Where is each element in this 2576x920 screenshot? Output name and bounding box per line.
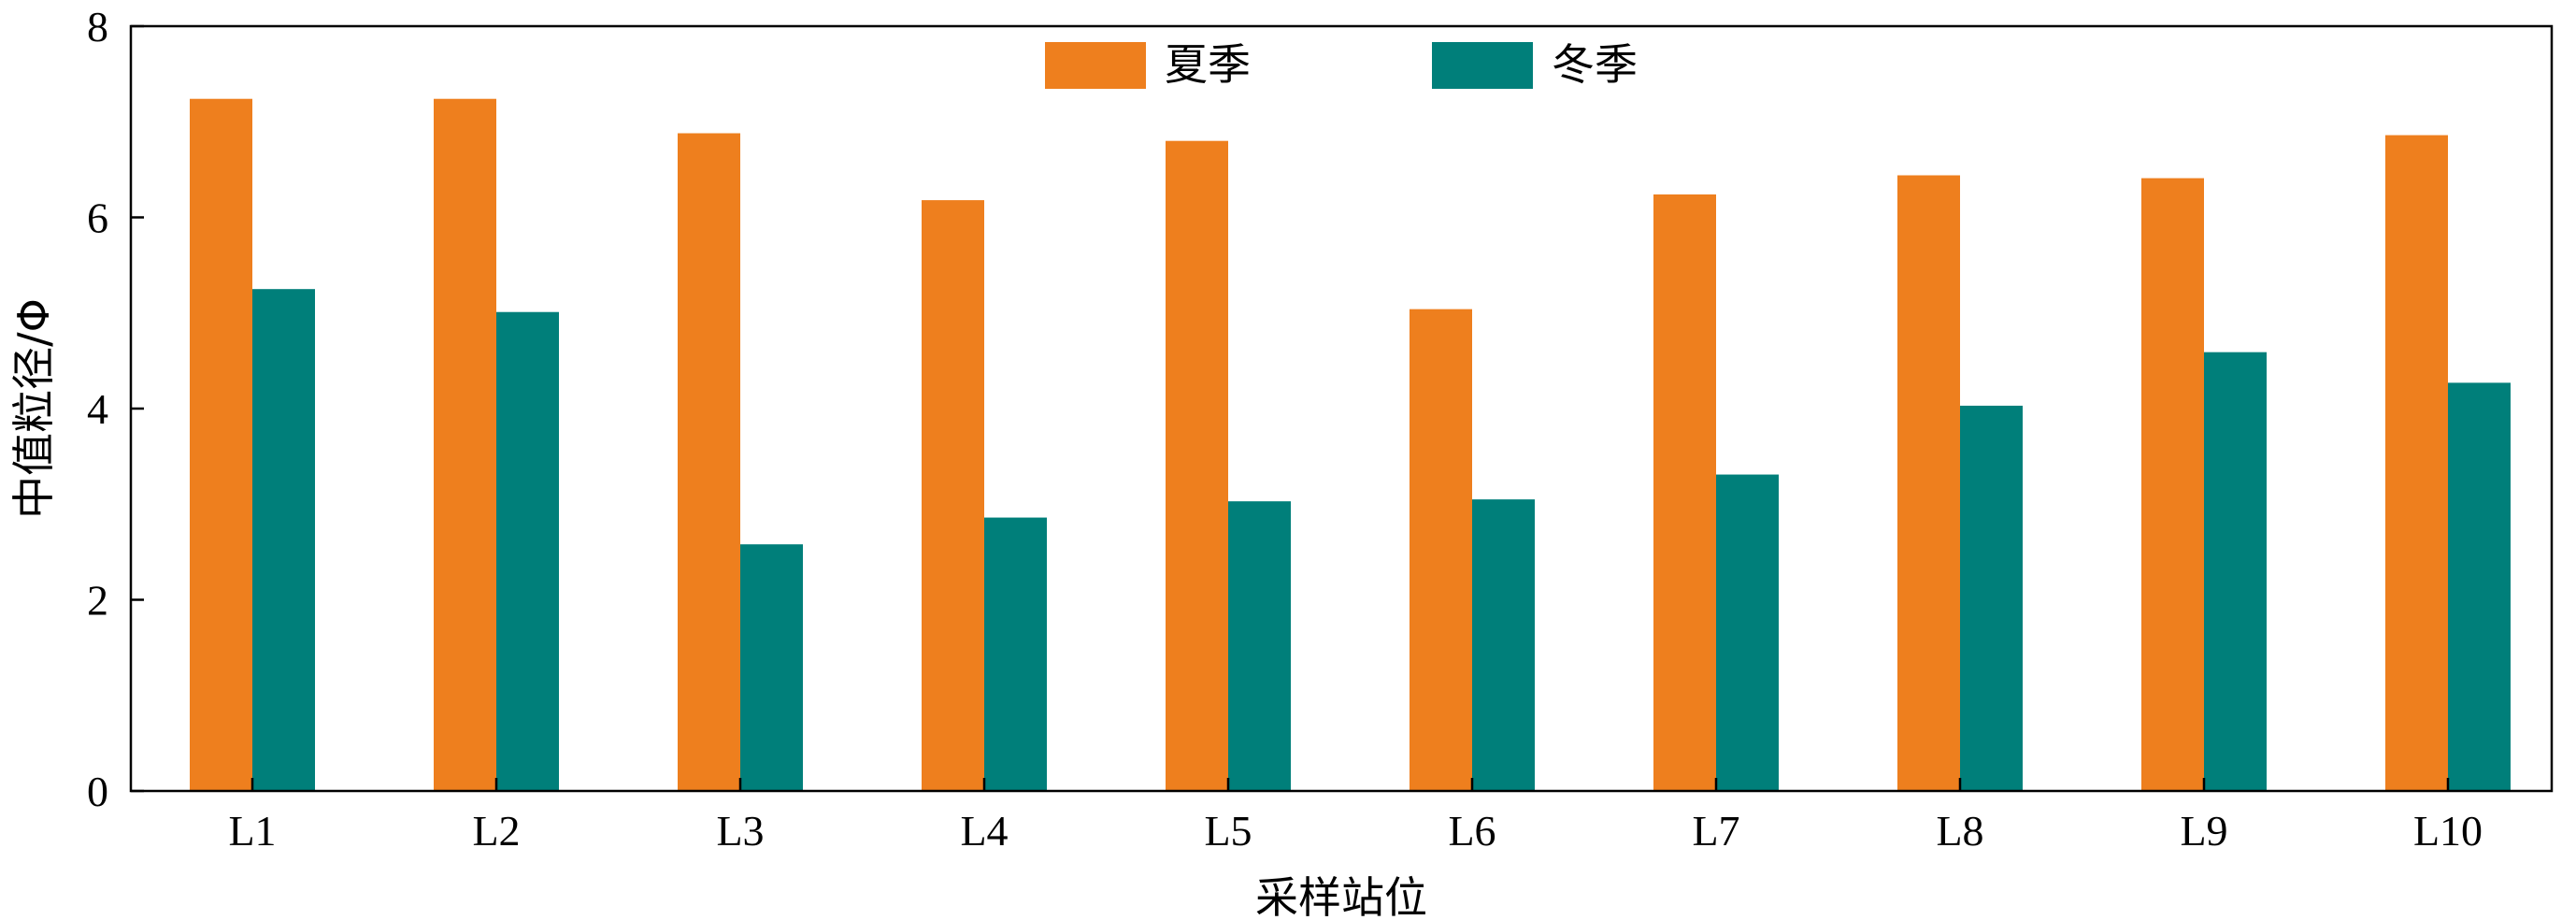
legend: 夏季 冬季 [1045, 39, 1638, 90]
bars-group [190, 98, 2511, 792]
bar-winter-L8 [1960, 405, 2023, 791]
bar-winter-L1 [252, 289, 315, 791]
x-tick-label-L5: L5 [1204, 807, 1252, 855]
bar-winter-L2 [496, 311, 559, 791]
bar-winter-L7 [1716, 474, 1779, 791]
legend-swatch-winter [1432, 42, 1533, 89]
bar-winter-L10 [2448, 382, 2511, 791]
bar-summer-L9 [2141, 178, 2204, 791]
y-tick-label: 6 [87, 194, 108, 242]
x-axis-title: 采样站位 [1255, 872, 1427, 920]
plot-frame [129, 24, 2554, 793]
bar-summer-L4 [922, 200, 984, 792]
bar-summer-L7 [1653, 194, 1716, 791]
x-axis-ticks: L1 L2 L3 L4 L5 L6 L7 L8 L9 L10 [228, 778, 2483, 855]
bar-summer-L3 [678, 133, 740, 791]
x-tick-label-L6: L6 [1448, 807, 1496, 855]
bar-summer-L6 [1410, 309, 1472, 791]
bar-winter-L4 [984, 517, 1047, 791]
x-tick-label-L2: L2 [472, 807, 520, 855]
legend-label-winter: 冬季 [1552, 39, 1638, 90]
y-tick-label: 4 [87, 385, 108, 433]
bar-winter-L6 [1472, 499, 1535, 791]
legend-swatch-summer [1045, 42, 1146, 89]
x-tick-label-L4: L4 [960, 807, 1008, 855]
bar-winter-L3 [740, 544, 803, 791]
bar-summer-L10 [2385, 135, 2448, 791]
bar-winter-L5 [1228, 501, 1291, 791]
x-tick-label-L7: L7 [1692, 807, 1739, 855]
x-tick-label-L9: L9 [2180, 807, 2227, 855]
x-tick-label-L3: L3 [716, 807, 764, 855]
bar-summer-L5 [1166, 140, 1228, 791]
y-tick-label: 2 [87, 577, 108, 625]
x-tick-label-L8: L8 [1936, 807, 1983, 855]
bar-summer-L8 [1897, 175, 1960, 791]
bar-summer-L2 [434, 98, 496, 791]
bar-summer-L1 [190, 98, 252, 791]
y-axis-title: 中值粒径/Φ [8, 298, 59, 519]
legend-label-summer: 夏季 [1165, 39, 1251, 90]
x-tick-label-L1: L1 [228, 807, 276, 855]
bar-winter-L9 [2204, 352, 2267, 791]
x-tick-label-L10: L10 [2413, 807, 2483, 855]
y-tick-label: 0 [87, 768, 108, 815]
y-tick-label: 8 [87, 3, 108, 50]
